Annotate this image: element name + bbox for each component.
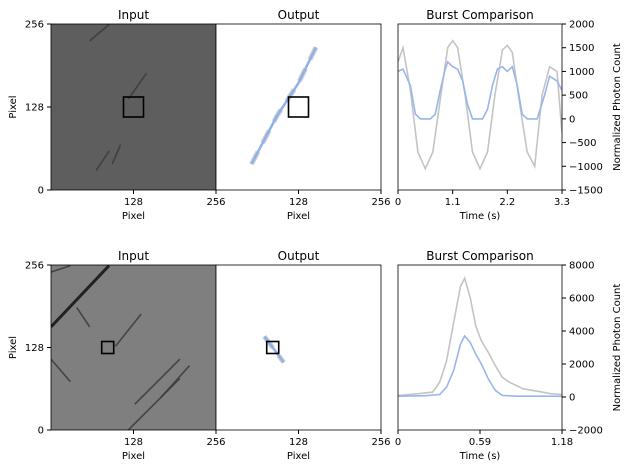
image-streak — [127, 72, 148, 100]
panel-frame — [397, 23, 563, 191]
x-tick-label: 0.59 — [469, 437, 491, 448]
x-axis-label: Pixel — [122, 211, 145, 222]
selection-box — [265, 340, 280, 355]
plot-area — [398, 276, 562, 397]
x-tick-label: 0 — [395, 437, 401, 448]
image-streak — [111, 144, 122, 165]
plot-background — [398, 24, 562, 190]
y-tick-label: 8000 — [569, 261, 594, 272]
y-tick-label: 0 — [38, 186, 44, 197]
output-trace — [263, 335, 285, 364]
x-tick-label: 256 — [206, 197, 225, 208]
series-line-0 — [398, 39, 562, 171]
x-tick-label: 0 — [395, 197, 401, 208]
image-content — [262, 335, 286, 364]
y-axis-label: Normalized Photon Count — [612, 43, 623, 171]
panel-title: Output — [278, 8, 320, 22]
panel-title: Input — [118, 249, 149, 263]
image-streak — [89, 24, 110, 42]
selection-box — [287, 96, 310, 118]
image-streak — [51, 265, 71, 273]
image-streak — [114, 313, 142, 347]
image-streak — [134, 358, 181, 405]
image-streak — [51, 265, 111, 328]
x-tick-label: 128 — [289, 197, 308, 208]
image-background — [216, 24, 381, 190]
image-streak — [76, 307, 91, 328]
x-tick-label: 1.1 — [445, 197, 461, 208]
y-tick-label: 1500 — [569, 43, 594, 54]
y-tick-label: 4000 — [569, 327, 594, 338]
selection-box — [100, 340, 115, 355]
y-tick-label: −500 — [569, 138, 596, 149]
series-line-1 — [398, 60, 562, 120]
image-background — [51, 24, 216, 190]
image-background — [216, 265, 381, 430]
x-tick-label: 128 — [124, 437, 143, 448]
y-tick-label: 0 — [569, 114, 575, 125]
x-tick-label: 128 — [124, 197, 143, 208]
plot-area — [398, 39, 562, 171]
image-background — [51, 265, 216, 430]
series-line-1 — [398, 334, 562, 397]
panel-title: Output — [278, 249, 320, 263]
x-tick-label: 2.2 — [499, 197, 515, 208]
image-streak — [127, 377, 181, 430]
y-tick-label: 2000 — [569, 360, 594, 371]
y-tick-label: −1500 — [569, 186, 603, 197]
image-streak — [51, 358, 71, 383]
panel-title: Input — [118, 8, 149, 22]
y-tick-label: 256 — [25, 20, 44, 31]
series-line-0 — [398, 276, 562, 397]
x-tick-label: 256 — [206, 437, 225, 448]
y-tick-label: −1000 — [569, 162, 603, 173]
x-tick-label: 256 — [371, 437, 390, 448]
x-tick-label: 256 — [371, 197, 390, 208]
x-axis-label: Pixel — [287, 211, 310, 222]
image-content — [51, 265, 191, 430]
x-axis-label: Time (s) — [459, 211, 501, 222]
y-tick-label: 256 — [25, 261, 44, 272]
y-tick-label: 0 — [38, 426, 44, 437]
y-axis-label: Normalized Photon Count — [612, 284, 623, 412]
image-streak — [95, 150, 110, 171]
y-tick-label: 1000 — [569, 67, 594, 78]
x-axis-label: Pixel — [287, 451, 310, 462]
y-tick-label: 2000 — [569, 20, 594, 31]
x-tick-label: 3.3 — [554, 197, 570, 208]
y-tick-label: 128 — [25, 103, 44, 114]
x-axis-label: Time (s) — [459, 451, 501, 462]
x-tick-label: 1.18 — [551, 437, 573, 448]
plot-background — [398, 265, 562, 430]
y-tick-label: 6000 — [569, 294, 594, 305]
y-tick-label: 0 — [569, 393, 575, 404]
x-tick-label: 128 — [289, 437, 308, 448]
y-tick-label: 500 — [569, 91, 588, 102]
selection-box — [122, 96, 145, 118]
x-axis-label: Pixel — [122, 451, 145, 462]
y-axis-label: Pixel — [8, 95, 19, 118]
panel-title: Burst Comparison — [426, 249, 533, 263]
y-axis-label: Pixel — [8, 336, 19, 359]
panel-title: Burst Comparison — [426, 8, 533, 22]
y-tick-label: −2000 — [569, 426, 603, 437]
y-tick-label: 128 — [25, 343, 44, 354]
image-content — [89, 24, 148, 171]
